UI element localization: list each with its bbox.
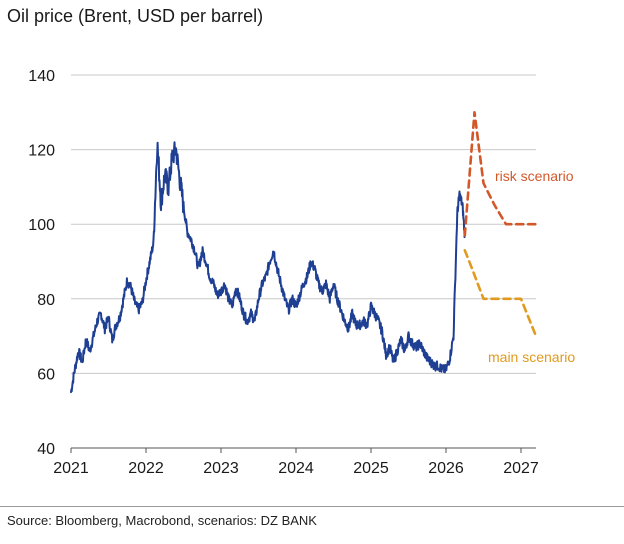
gridlines [71,74,536,374]
x-tick-label-2025: 2025 [353,460,389,477]
x-axis: 2021 2022 2023 2024 2025 2026 2027 [53,447,539,477]
x-tick-label-2021: 2021 [53,460,89,477]
annotations: risk scenario main scenario [488,168,575,365]
annotation-risk-scenario: risk scenario [495,168,574,184]
x-tick-label-2027: 2027 [503,460,539,477]
footer-divider [0,506,624,507]
x-tick-label-2024: 2024 [278,460,314,477]
source-note: Source: Bloomberg, Macrobond, scenarios:… [7,513,317,528]
y-tick-label-120: 120 [28,143,55,160]
series-line-risk-scenario [463,111,538,237]
x-tick-label-2023: 2023 [203,460,239,477]
x-tick-label-2022: 2022 [128,460,164,477]
y-tick-label-80: 80 [37,292,55,309]
y-tick-label-60: 60 [37,366,55,383]
y-axis-ticks: 40 60 80 100 120 140 [28,68,55,458]
oil-price-chart: 40 60 80 100 120 140 2021 2022 2023 2024 2025 2026… [28,68,575,477]
chart-title: Oil price (Brent, USD per barrel) [7,6,264,26]
y-tick-label-100: 100 [28,217,55,234]
x-tick-label-2026: 2026 [428,460,464,477]
series-lines [70,111,538,394]
annotation-main-scenario: main scenario [488,349,575,365]
series-line-main-scenario [463,249,538,338]
series-line-brent [70,141,466,394]
y-tick-label-40: 40 [37,441,55,458]
y-tick-label-140: 140 [28,68,55,85]
